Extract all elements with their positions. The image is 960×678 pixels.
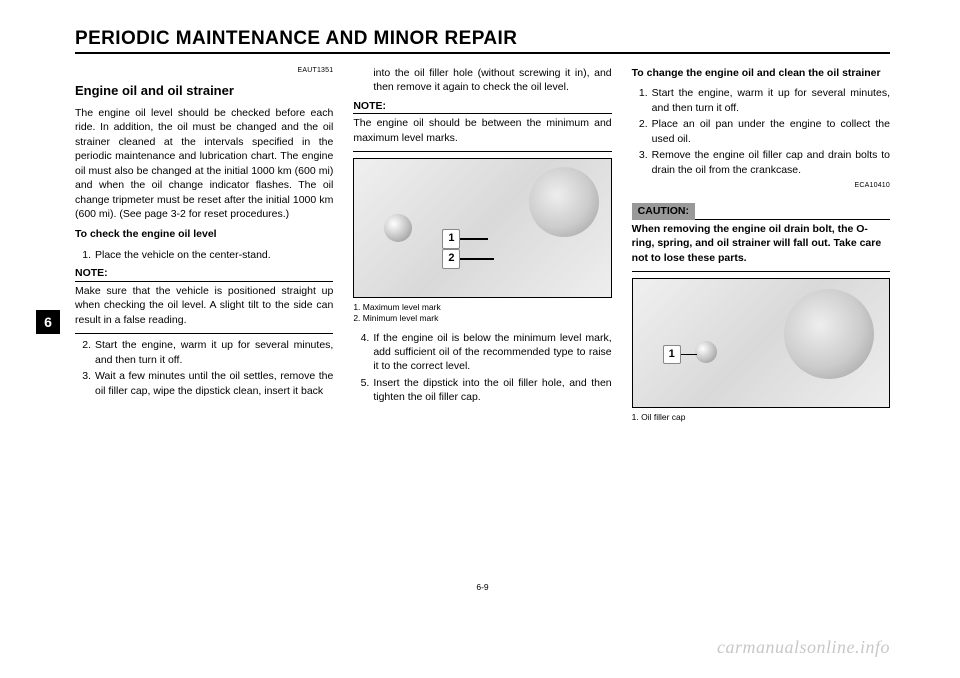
note-text: Make sure that the vehicle is positioned… (75, 284, 333, 327)
steps-list-3: 4.If the engine oil is below the minimum… (353, 331, 611, 405)
caution-rule (632, 271, 890, 272)
note-label: NOTE: (75, 266, 108, 280)
note-block-1: NOTE: Make sure that the vehicle is posi… (75, 266, 333, 334)
steps-list-2: 2.Start the engine, warm it up for sever… (75, 338, 333, 398)
list-item: 4.If the engine oil is below the minimum… (353, 331, 611, 374)
steps-cont: into the oil filler hole (without screwi… (353, 66, 611, 95)
note-text: The engine oil should be between the min… (353, 116, 611, 145)
caption-line: 1. Oil filler cap (632, 412, 890, 423)
list-item: 3.Remove the engine oil filler cap and d… (632, 148, 890, 177)
note-rule (75, 333, 333, 334)
note-block-2: NOTE: The engine oil should be between t… (353, 99, 611, 152)
steps-list-1: 1.Place the vehicle on the center-stand. (75, 248, 333, 262)
page-title: PERIODIC MAINTENANCE AND MINOR REPAIR (75, 28, 890, 54)
figure-filler-cap: 1 (632, 278, 890, 408)
column-2: into the oil filler hole (without screwi… (353, 66, 611, 576)
callout-line (681, 354, 697, 356)
chapter-tab: 6 (36, 310, 60, 334)
page-number: 6-9 (75, 582, 890, 592)
note-rule (353, 151, 611, 152)
note-rule (75, 281, 333, 282)
caption-line: 2. Minimum level mark (353, 313, 611, 324)
caption-line: 1. Maximum level mark (353, 302, 611, 313)
ref-code: EAUT1351 (75, 66, 333, 76)
subheading-check-level: To check the engine oil level (75, 227, 333, 241)
list-item: 1.Start the engine, warm it up for sever… (632, 86, 890, 115)
caution-text: When removing the engine oil drain bolt,… (632, 222, 890, 265)
callout-1: 1 (442, 229, 460, 248)
callout-1: 1 (663, 345, 681, 364)
figure-caption: 1. Oil filler cap (632, 412, 890, 423)
list-item: 2.Start the engine, warm it up for sever… (75, 338, 333, 367)
callout-line (460, 238, 488, 240)
engine-cover-icon (784, 289, 874, 379)
callout-line (460, 258, 494, 260)
engine-cover-icon (529, 167, 599, 237)
list-item: into the oil filler hole (without screwi… (353, 66, 611, 95)
caution-label: CAUTION: (632, 203, 695, 219)
list-item: 5.Insert the dipstick into the oil fille… (353, 376, 611, 405)
section-heading: Engine oil and oil strainer (75, 82, 333, 100)
steps-list-4: 1.Start the engine, warm it up for sever… (632, 86, 890, 177)
column-1: EAUT1351 Engine oil and oil strainer The… (75, 66, 333, 576)
oil-cap-icon (695, 341, 717, 363)
intro-paragraph: The engine oil level should be checked b… (75, 106, 333, 222)
watermark: carmanualsonline.info (717, 637, 890, 658)
caution-block: CAUTION: When removing the engine oil dr… (632, 197, 890, 272)
figure-dipstick: 1 2 (353, 158, 611, 298)
manual-page: PERIODIC MAINTENANCE AND MINOR REPAIR EA… (0, 0, 960, 678)
figure-caption: 1. Maximum level mark 2. Minimum level m… (353, 302, 611, 324)
content-columns: EAUT1351 Engine oil and oil strainer The… (75, 66, 890, 576)
list-item: 2.Place an oil pan under the engine to c… (632, 117, 890, 146)
column-3: To change the engine oil and clean the o… (632, 66, 890, 576)
note-label: NOTE: (353, 99, 386, 113)
list-item: 1.Place the vehicle on the center-stand. (75, 248, 333, 262)
subheading-change-oil: To change the engine oil and clean the o… (632, 66, 890, 80)
callout-2: 2 (442, 249, 460, 268)
caution-code: ECA10410 (632, 181, 890, 191)
list-item: 3.Wait a few minutes until the oil settl… (75, 369, 333, 398)
oil-cap-icon (384, 214, 412, 242)
note-rule (353, 113, 611, 114)
